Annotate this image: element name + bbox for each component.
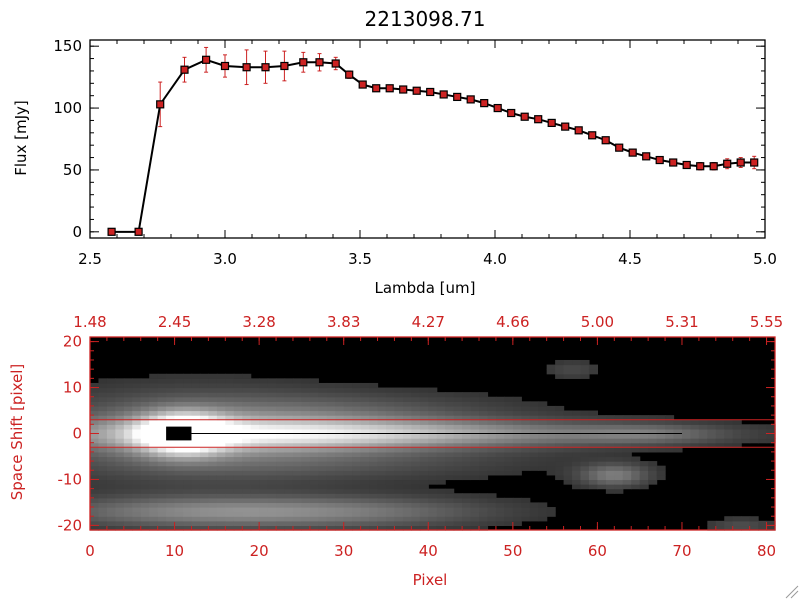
data-point xyxy=(480,99,489,108)
x-tick-label: 3.5 xyxy=(348,250,372,268)
data-point xyxy=(588,131,597,140)
wavelength-tick-label: 4.66 xyxy=(496,313,529,331)
data-point xyxy=(202,55,211,64)
data-point xyxy=(574,126,583,135)
data-point xyxy=(399,85,408,94)
data-point xyxy=(453,92,462,102)
flux-markers xyxy=(107,55,759,236)
data-point xyxy=(682,160,691,170)
space-shift-axis-label: Space Shift [pixel] xyxy=(8,364,26,501)
data-point xyxy=(107,227,116,236)
pixel-tick-label: 20 xyxy=(250,542,269,560)
data-point xyxy=(180,65,189,74)
data-point xyxy=(299,58,308,67)
wavelength-tick-label: 2.45 xyxy=(158,313,191,331)
data-point xyxy=(220,61,230,71)
pixel-tick-label: 0 xyxy=(85,542,95,560)
y-tick-label: 50 xyxy=(63,161,82,179)
data-point xyxy=(628,148,637,157)
y-tick-label: 100 xyxy=(53,99,82,117)
data-point xyxy=(261,63,270,72)
data-point xyxy=(466,95,475,104)
x-tick-label: 2.5 xyxy=(78,250,102,268)
plot-title: 2213098.71 xyxy=(365,7,486,31)
data-point xyxy=(156,100,165,109)
error-bars xyxy=(109,46,757,235)
y-axis-label: Flux [mJy] xyxy=(12,100,30,176)
x-axis-label: Lambda [um] xyxy=(375,279,476,297)
image-overlays xyxy=(90,419,775,448)
space-shift-tick-label: -20 xyxy=(58,516,83,534)
data-point xyxy=(385,84,394,93)
pixel-tick-label: 40 xyxy=(419,542,438,560)
top-plot-frame xyxy=(89,39,766,239)
flux-series-line xyxy=(111,58,755,233)
data-point xyxy=(615,143,624,152)
pixel-axis-label: Pixel xyxy=(413,571,448,589)
flux-spectrum-plot: 2213098.71 2.5 3.0 3.5 4.0 4.5 5.0 0 50 100 150 L… xyxy=(12,7,777,297)
space-shift-tick-label: 10 xyxy=(63,379,82,397)
image-pixels xyxy=(90,359,776,531)
space-shift-tick-label: 0 xyxy=(72,425,82,443)
data-point xyxy=(439,90,448,99)
data-point xyxy=(561,122,570,131)
pixel-tick-label: 50 xyxy=(503,542,522,560)
data-point xyxy=(642,152,651,161)
space-shift-tick-label: 20 xyxy=(63,333,82,351)
data-point xyxy=(750,158,759,167)
pixel-tick-label: 30 xyxy=(334,542,353,560)
pixel-tick-label: 70 xyxy=(672,542,691,560)
x-tick-label: 4.5 xyxy=(618,250,642,268)
top-plot-ticks: 2.5 3.0 3.5 4.0 4.5 5.0 0 50 100 150 xyxy=(53,37,777,268)
x-tick-label: 3.0 xyxy=(213,250,237,268)
data-point xyxy=(412,86,421,95)
spatial-image-plot: 0 1.48 10 2.45 20 3.28 30 3.83 40 4.27 50 4.66 60 5.0… xyxy=(8,313,783,589)
data-point xyxy=(547,118,556,128)
masked-region xyxy=(166,426,192,441)
y-tick-label: 0 xyxy=(72,223,82,241)
data-point xyxy=(709,162,718,171)
wavelength-tick-label: 3.28 xyxy=(242,313,275,331)
data-point xyxy=(534,115,543,124)
data-point xyxy=(426,87,435,97)
wavelength-tick-label: 5.31 xyxy=(665,313,698,331)
bottom-plot-ticks: 0 1.48 10 2.45 20 3.28 30 3.83 40 4.27 50 4.66 60 5.0… xyxy=(58,313,784,560)
data-point xyxy=(736,158,745,167)
wavelength-tick-label: 5.00 xyxy=(581,313,614,331)
data-point xyxy=(358,80,367,89)
data-point xyxy=(280,61,289,71)
y-tick-label: 150 xyxy=(53,37,82,55)
data-point xyxy=(655,155,664,165)
data-point xyxy=(345,70,354,79)
data-point xyxy=(242,63,251,72)
x-tick-label: 5.0 xyxy=(753,250,777,268)
wavelength-tick-label: 3.83 xyxy=(327,313,360,331)
data-point xyxy=(493,103,502,113)
pixel-tick-label: 80 xyxy=(757,542,776,560)
data-point xyxy=(723,159,732,168)
resize-grip-icon[interactable] xyxy=(785,585,799,599)
pixel-tick-label: 10 xyxy=(165,542,184,560)
data-point xyxy=(331,59,340,68)
data-point xyxy=(520,112,529,121)
data-point xyxy=(507,108,516,118)
pixel-tick-label: 60 xyxy=(588,542,607,560)
wavelength-tick-label: 1.48 xyxy=(73,313,106,331)
data-point xyxy=(669,158,678,167)
data-point xyxy=(134,227,143,236)
space-shift-tick-label: -10 xyxy=(58,470,83,488)
data-point xyxy=(601,136,610,145)
x-tick-label: 4.0 xyxy=(483,250,507,268)
data-point xyxy=(315,58,324,67)
data-point xyxy=(696,162,705,171)
data-point xyxy=(372,84,381,93)
wavelength-tick-label: 5.55 xyxy=(750,313,783,331)
wavelength-tick-label: 4.27 xyxy=(412,313,445,331)
